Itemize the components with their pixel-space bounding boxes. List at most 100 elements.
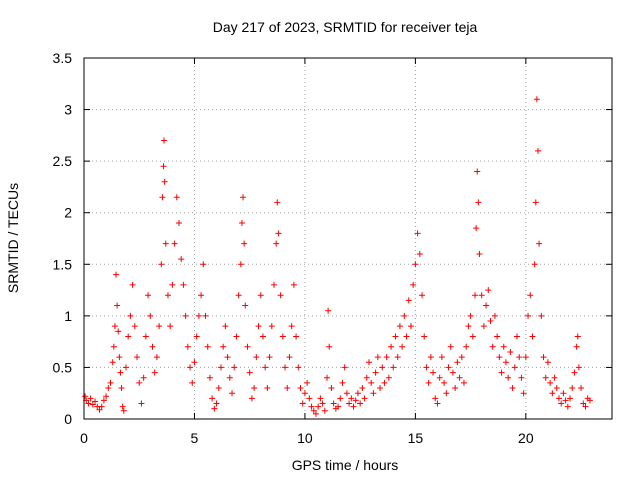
data-point <box>368 379 375 386</box>
data-point <box>480 323 487 330</box>
data-point <box>475 199 482 206</box>
data-point <box>558 400 565 407</box>
data-point <box>478 292 485 299</box>
data-point <box>175 220 182 227</box>
data-point <box>178 256 185 263</box>
data-point <box>167 323 174 330</box>
data-point <box>509 385 516 392</box>
data-point <box>421 333 428 340</box>
data-point <box>416 250 423 257</box>
data-point <box>122 364 129 371</box>
data-point <box>337 395 344 402</box>
data-point <box>361 395 368 402</box>
data-point <box>540 354 547 361</box>
data-point <box>385 374 392 381</box>
data-point <box>180 281 187 288</box>
data-point <box>502 359 509 366</box>
data-point <box>115 328 122 335</box>
data-point <box>277 292 284 299</box>
data-point <box>465 323 472 330</box>
data-point <box>436 374 443 381</box>
data-point <box>312 410 319 417</box>
data-point <box>169 281 176 288</box>
data-point <box>443 390 450 397</box>
data-point <box>293 333 300 340</box>
tick-labels: 0 5 10 15 20 0 0.5 1 1.5 2 2.5 3 3.5 <box>53 50 534 446</box>
data-point <box>248 395 255 402</box>
data-point <box>268 323 275 330</box>
y-tick-label: 0 <box>64 411 72 427</box>
data-point <box>259 333 266 340</box>
data-point <box>377 385 384 392</box>
data-point <box>454 359 461 366</box>
data-point <box>352 397 359 404</box>
data-point <box>372 369 379 376</box>
data-point <box>542 374 549 381</box>
data-point <box>485 287 492 294</box>
data-point <box>531 261 538 268</box>
data-point <box>200 261 207 268</box>
data-point <box>551 374 558 381</box>
data-points <box>82 96 593 417</box>
data-point <box>233 333 240 340</box>
data-point <box>204 343 211 350</box>
data-point <box>98 403 105 410</box>
data-point <box>125 333 132 340</box>
data-point <box>100 397 107 404</box>
data-point <box>469 333 476 340</box>
data-point <box>350 403 357 410</box>
data-point <box>505 374 512 381</box>
data-point <box>299 400 306 407</box>
data-point <box>301 390 308 397</box>
x-tick-label: 5 <box>191 430 199 446</box>
data-point <box>458 354 465 361</box>
data-point <box>238 220 245 227</box>
data-point <box>500 343 507 350</box>
data-point <box>529 333 536 340</box>
data-point <box>160 163 167 170</box>
x-tick-label: 0 <box>80 430 88 446</box>
data-point <box>321 407 328 414</box>
data-point <box>253 354 260 361</box>
data-point <box>149 343 156 350</box>
data-point <box>315 403 322 410</box>
x-axis-label: GPS time / hours <box>292 457 399 473</box>
data-point <box>110 343 117 350</box>
data-point <box>538 312 545 319</box>
data-point <box>131 323 138 330</box>
data-point <box>92 398 99 405</box>
data-point <box>209 395 216 402</box>
data-point <box>120 407 127 414</box>
data-point <box>326 343 333 350</box>
data-point <box>339 379 346 386</box>
data-point <box>217 364 224 371</box>
data-point <box>456 374 463 381</box>
data-point <box>357 400 364 407</box>
data-point <box>304 379 311 386</box>
data-point <box>394 354 401 361</box>
data-point <box>202 312 209 319</box>
data-point <box>533 96 540 103</box>
data-point <box>193 333 200 340</box>
y-tick-label: 0.5 <box>53 359 73 375</box>
data-point <box>359 385 366 392</box>
data-point <box>447 343 454 350</box>
data-point <box>270 281 277 288</box>
data-point <box>427 354 434 361</box>
data-point <box>483 302 490 309</box>
data-point <box>463 343 470 350</box>
data-point <box>381 379 388 386</box>
data-point <box>473 225 480 232</box>
data-point <box>222 323 229 330</box>
data-point <box>220 343 227 350</box>
data-point <box>290 281 297 288</box>
data-point <box>164 292 171 299</box>
data-point <box>532 199 539 206</box>
data-point <box>145 292 152 299</box>
chart-title: Day 217 of 2023, SRMTID for receiver tej… <box>213 19 478 35</box>
data-point <box>129 281 136 288</box>
y-tick-label: 3.5 <box>53 50 73 66</box>
data-point <box>107 379 114 386</box>
data-point <box>116 354 123 361</box>
